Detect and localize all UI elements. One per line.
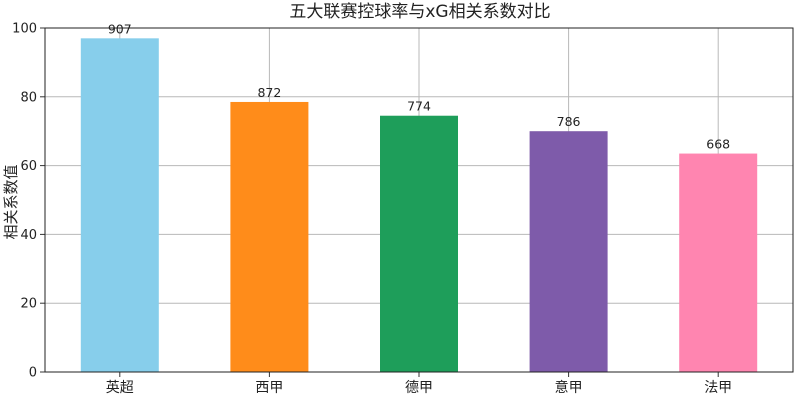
plot-frame bbox=[44, 27, 794, 373]
x-tick-label: 法甲 bbox=[704, 380, 732, 396]
y-tick-label: 0 bbox=[29, 366, 37, 381]
axes: 0 20 40 60 80 100 英超 西甲 德甲 意甲 法甲 bbox=[12, 22, 794, 396]
y-tick-label: 80 bbox=[20, 90, 37, 105]
bar bbox=[230, 101, 309, 373]
bar-data-label: 872 bbox=[257, 85, 281, 100]
bar bbox=[80, 38, 159, 372]
x-tick-label: 英超 bbox=[106, 379, 134, 396]
x-tick-label: 德甲 bbox=[405, 380, 433, 396]
x-tick-label: 意甲 bbox=[555, 379, 583, 396]
bars: 907 872 774 786 668 bbox=[80, 21, 758, 373]
bar bbox=[380, 115, 458, 372]
bar-data-label: 774 bbox=[407, 99, 431, 114]
bar-data-label: 668 bbox=[706, 137, 730, 152]
x-tick-label: 西甲 bbox=[255, 380, 283, 396]
chart-title: 五大联赛控球率与xG相关系数对比 bbox=[289, 1, 550, 22]
y-tick-label: 60 bbox=[20, 159, 37, 174]
y-tick-label: 40 bbox=[20, 228, 37, 243]
bar bbox=[679, 153, 758, 372]
bar-data-label: 786 bbox=[557, 114, 581, 129]
bar bbox=[529, 131, 608, 372]
y-tick-label: 20 bbox=[20, 297, 37, 312]
y-tick-label: 100 bbox=[12, 22, 37, 37]
bar-data-label: 907 bbox=[108, 21, 132, 36]
y-axis-label: 相关系数值 bbox=[2, 164, 20, 239]
